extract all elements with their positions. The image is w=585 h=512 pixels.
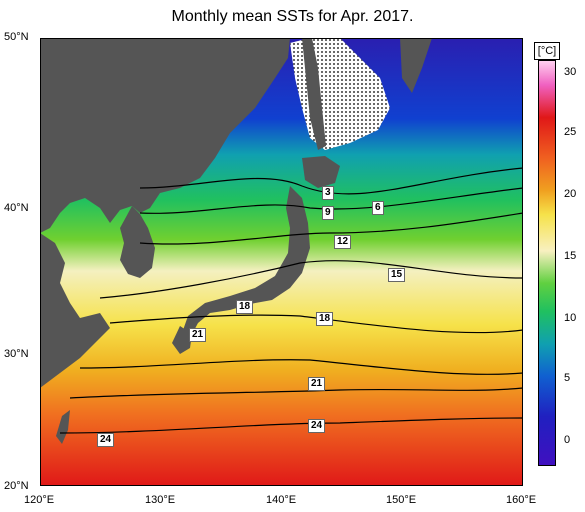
colorbar-tick: 25	[564, 126, 577, 138]
lat-label: 20°N	[4, 480, 29, 492]
sst-map	[40, 38, 523, 486]
colorbar-tick: 15	[564, 250, 577, 262]
lon-label: 140°E	[266, 494, 297, 506]
isotherm-label: 12	[334, 235, 352, 249]
lat-label: 30°N	[4, 348, 29, 360]
sakhalin-land	[302, 38, 326, 150]
hokkaido-land	[302, 156, 340, 188]
isotherm-label: 24	[97, 433, 115, 447]
lon-label: 130°E	[145, 494, 176, 506]
isotherm-label: 6	[372, 201, 384, 215]
colorbar-tick: 0	[564, 434, 571, 446]
taiwan-land	[56, 410, 70, 444]
colorbar-tick: 10	[564, 312, 577, 324]
isotherm-label: 9	[322, 206, 334, 220]
japan-land	[182, 186, 310, 338]
isotherm-label: 21	[308, 377, 326, 391]
isotherm-label: 21	[189, 328, 207, 342]
isotherm-lines	[59, 167, 523, 434]
lon-label: 120°E	[24, 494, 55, 506]
lon-label: 150°E	[386, 494, 417, 506]
colorbar-tick: 20	[564, 188, 577, 200]
korea-land	[120, 206, 155, 278]
colorbar-unit: [°C]	[534, 42, 560, 60]
lat-label: 40°N	[4, 202, 29, 214]
isotherm-label: 3	[322, 186, 334, 200]
colorbar	[538, 60, 556, 466]
isotherm-label: 18	[316, 312, 334, 326]
colorbar-tick: 30	[564, 66, 577, 78]
asia-land	[40, 38, 290, 233]
lat-label: 50°N	[4, 31, 29, 43]
isotherm-label: 24	[308, 419, 326, 433]
lon-label: 160°E	[506, 494, 537, 506]
china-coast	[40, 233, 110, 388]
map-title: Monthly mean SSTs for Apr. 2017.	[171, 8, 414, 25]
isotherm-label: 15	[388, 268, 406, 282]
kamchatka-land	[400, 38, 432, 93]
colorbar-tick: 5	[564, 372, 571, 384]
kyushu-land	[172, 326, 192, 354]
isotherm-label: 18	[236, 300, 254, 314]
